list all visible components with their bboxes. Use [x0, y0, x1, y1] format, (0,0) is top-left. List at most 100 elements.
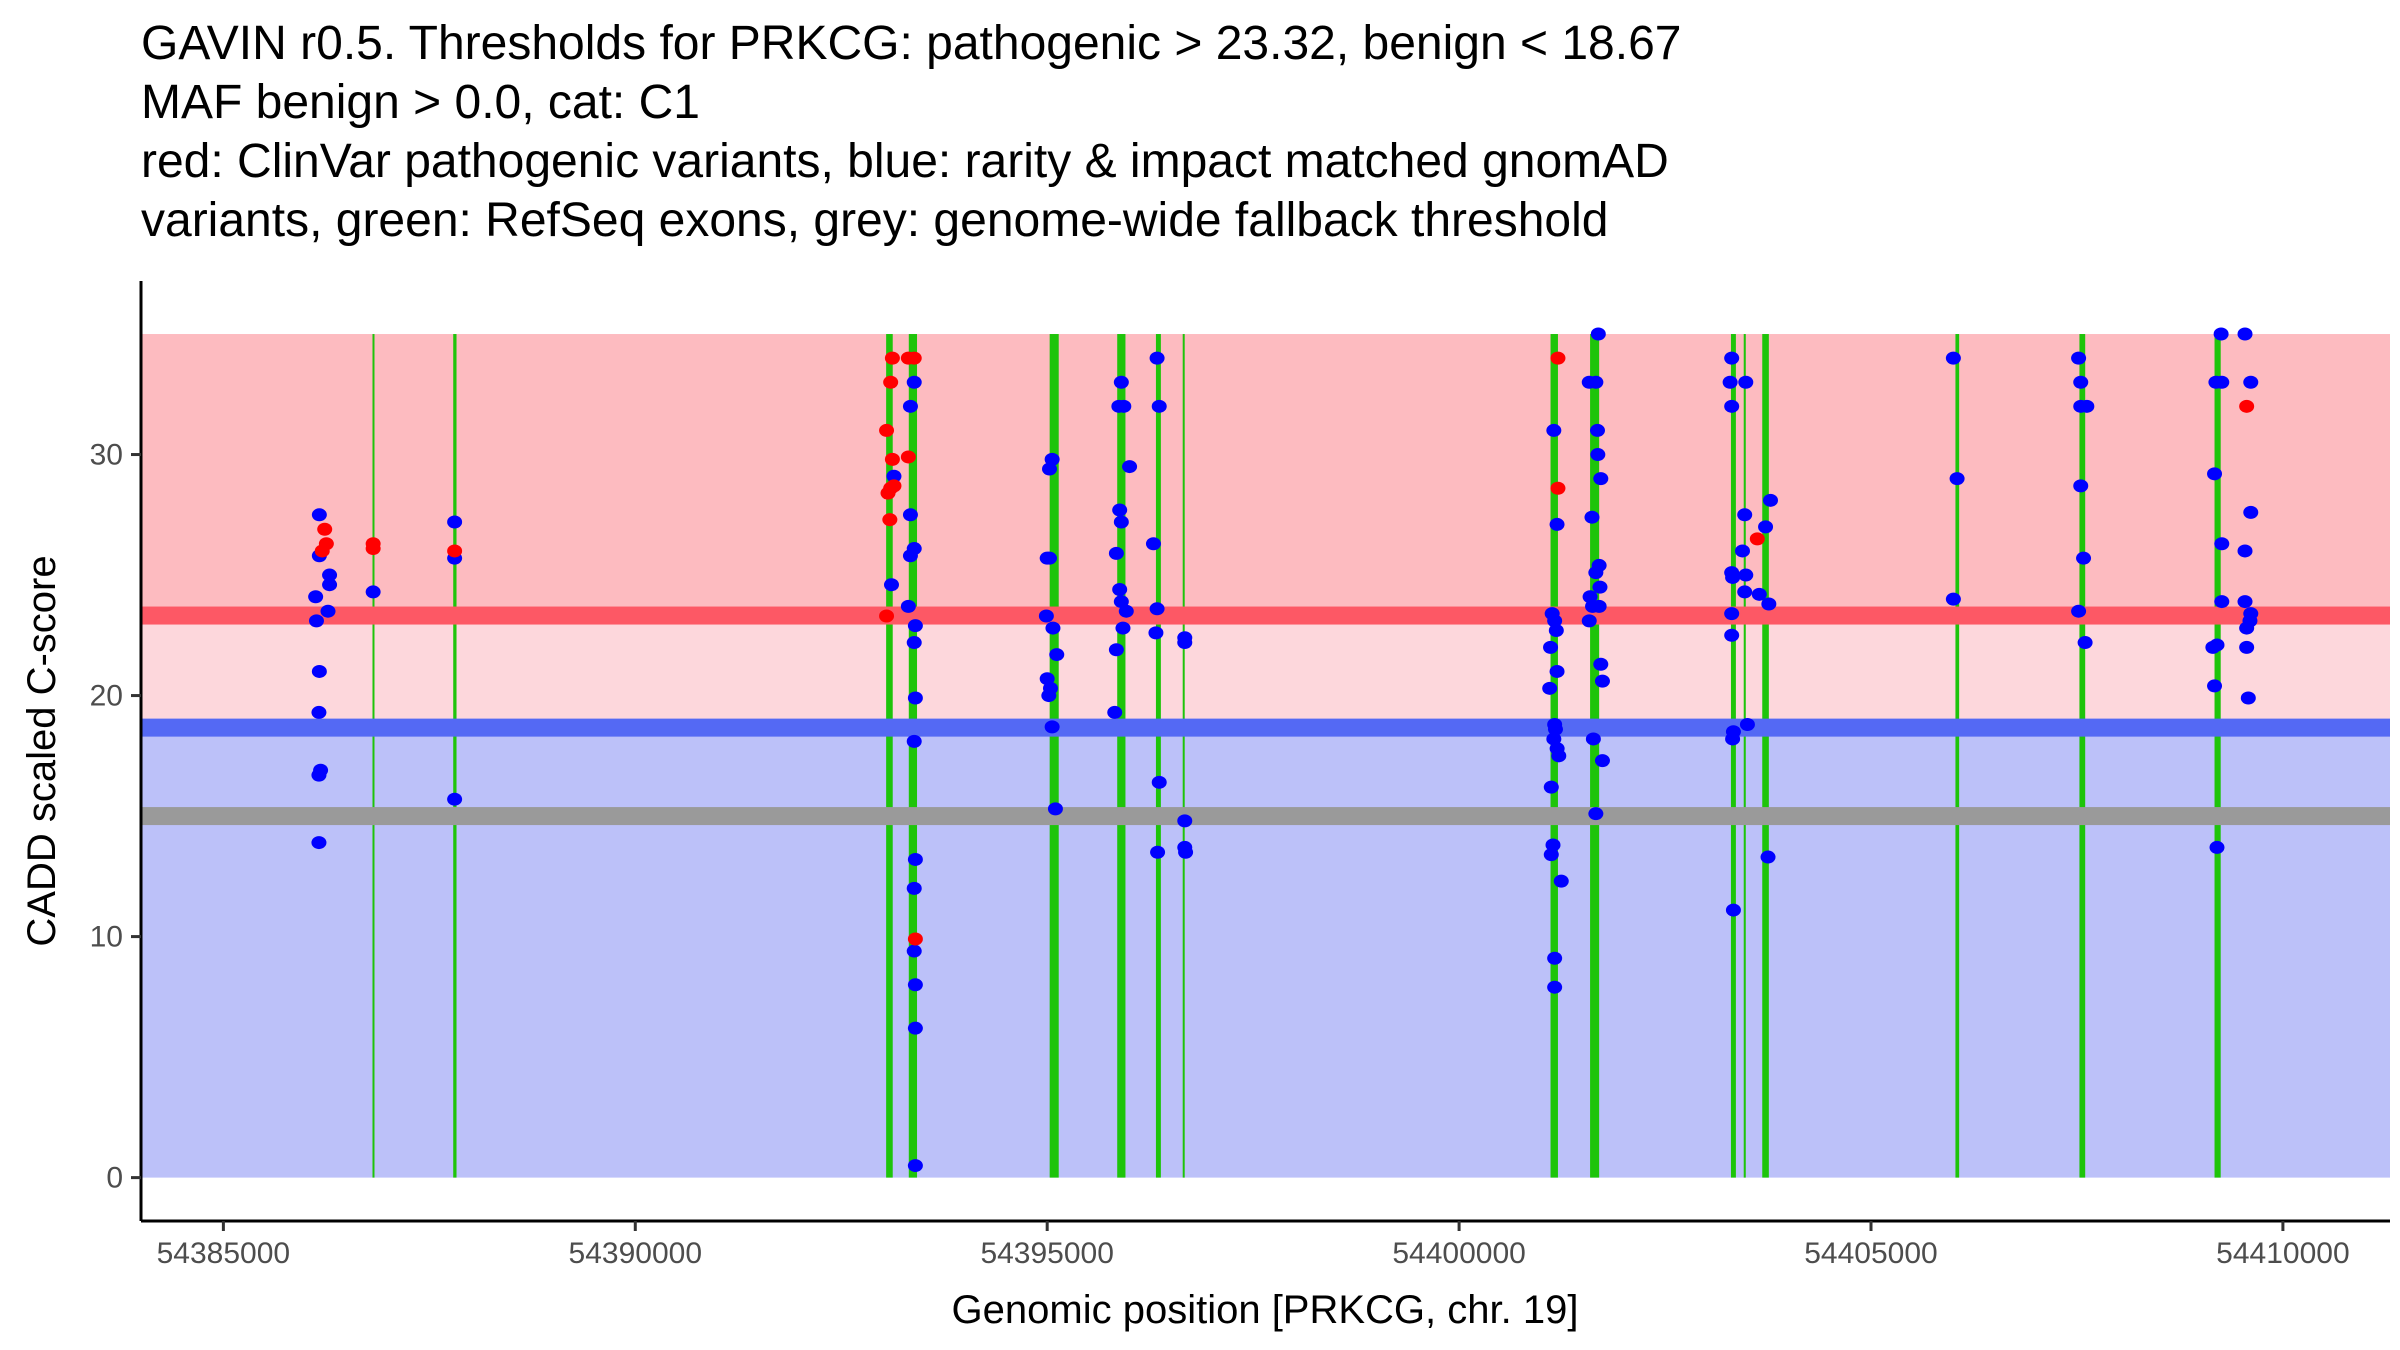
clinvar-point — [314, 544, 330, 558]
gnomad-point — [1045, 621, 1061, 635]
exon-bar — [1117, 334, 1126, 1178]
clinvar-point — [1749, 532, 1765, 546]
clinvar-point — [883, 375, 899, 389]
gnomad-point — [900, 599, 916, 613]
gnomad-point — [1151, 399, 1167, 413]
gnomad-point — [1738, 375, 1754, 389]
gnomad-point — [1108, 546, 1124, 560]
gnomad-point — [1945, 592, 1961, 606]
gnomad-point — [1547, 614, 1563, 628]
gnomad-point — [2237, 327, 2253, 341]
gnomad-point — [2077, 636, 2093, 650]
exon-bar — [1730, 334, 1736, 1178]
gnomad-point — [1591, 599, 1607, 613]
gnomad-point — [1945, 351, 1961, 365]
gnomad-point — [1751, 587, 1767, 601]
gnomad-point — [1543, 640, 1559, 654]
gnomad-point — [886, 469, 902, 483]
gnomad-point — [906, 636, 922, 650]
gnomad-point — [1113, 375, 1129, 389]
gnomad-point — [1122, 460, 1138, 474]
y-tick-label: 10 — [90, 921, 123, 954]
gnomad-point — [1722, 375, 1738, 389]
clinvar-point — [900, 450, 916, 464]
gnomad-point — [1725, 570, 1741, 584]
clinvar-point — [882, 513, 898, 527]
gnomad-point — [906, 881, 922, 895]
gnomad-point — [1177, 814, 1193, 828]
gnomad-point — [2243, 505, 2259, 519]
gnomad-point — [2207, 467, 2223, 481]
gnomad-point — [1594, 674, 1610, 688]
x-axis-label: Genomic position [PRKCG, chr. 19] — [952, 1288, 1579, 1332]
gnomad-point — [2207, 679, 2223, 693]
clinvar-point — [879, 423, 895, 437]
x-tick-label: 54395000 — [980, 1237, 1113, 1270]
gnomad-point — [1590, 448, 1606, 462]
gnomad-point — [2073, 479, 2089, 493]
gnomad-point — [1116, 399, 1132, 413]
gnomad-point — [1115, 621, 1131, 635]
gnomad-point — [2214, 537, 2230, 551]
gnomad-point — [447, 515, 463, 529]
gnomad-point — [2209, 638, 2225, 652]
clinvar-point — [907, 932, 923, 946]
gnomad-point — [906, 375, 922, 389]
gnomad-point — [1177, 636, 1193, 650]
gnomad-point — [311, 836, 327, 850]
gnomad-point — [2071, 351, 2087, 365]
gnomad-point — [1145, 537, 1161, 551]
gnomad-point — [1149, 351, 1165, 365]
gnomad-point — [2071, 604, 2087, 618]
gnomad-point — [906, 734, 922, 748]
clinvar-point — [447, 544, 463, 558]
exon-bar — [372, 334, 375, 1178]
gnomad-point — [1724, 399, 1740, 413]
exon-bar — [1955, 334, 1960, 1178]
clinvar-point — [317, 522, 333, 536]
gnomad-point — [1546, 423, 1562, 437]
gnomad-point — [907, 1021, 923, 1035]
pathogenic-threshold-line — [141, 606, 2390, 625]
gnomad-point — [907, 619, 923, 633]
clinvar-point — [1550, 351, 1566, 365]
benign-threshold-line — [141, 718, 2390, 737]
y-axis-label: CADD scaled C-score — [20, 555, 64, 946]
gnomad-point — [1593, 657, 1609, 671]
gnomad-point — [1543, 780, 1559, 794]
gnomad-point — [1589, 423, 1605, 437]
gnomad-point — [1739, 717, 1755, 731]
gnomad-point — [1118, 604, 1134, 618]
gnomad-point — [902, 399, 918, 413]
gnomad-point — [1049, 648, 1065, 662]
gnomad-point — [1044, 720, 1060, 734]
gnomad-point — [1592, 580, 1608, 594]
title-line-1: GAVIN r0.5. Thresholds for PRKCG: pathog… — [141, 17, 1682, 70]
gnomad-point — [1588, 375, 1604, 389]
y-tick-label: 30 — [90, 439, 123, 472]
gnomad-point — [1112, 583, 1128, 597]
gnomad-point — [2213, 327, 2229, 341]
gnomad-point — [322, 568, 338, 582]
gnomad-point — [2079, 399, 2095, 413]
title-line-3: red: ClinVar pathogenic variants, blue: … — [141, 135, 1669, 188]
clinvar-point — [365, 542, 381, 556]
gnomad-point — [1151, 775, 1167, 789]
clinvar-point — [906, 351, 922, 365]
gnomad-point — [1584, 510, 1600, 524]
gnomad-point — [1553, 874, 1569, 888]
gnomad-point — [1551, 749, 1567, 763]
gnomad-point — [1041, 551, 1057, 565]
gnomad-point — [1762, 493, 1778, 507]
exon-bar — [886, 334, 893, 1178]
gnomad-point — [1588, 807, 1604, 821]
gnomad-point — [1148, 626, 1164, 640]
gnomad-point — [902, 508, 918, 522]
gnomad-point — [365, 585, 381, 599]
y-tick-label: 0 — [106, 1162, 123, 1195]
exon-bar — [453, 334, 457, 1178]
gnomad-point — [1041, 689, 1057, 703]
gnomad-point — [1758, 520, 1774, 534]
gnomad-point — [308, 614, 324, 628]
